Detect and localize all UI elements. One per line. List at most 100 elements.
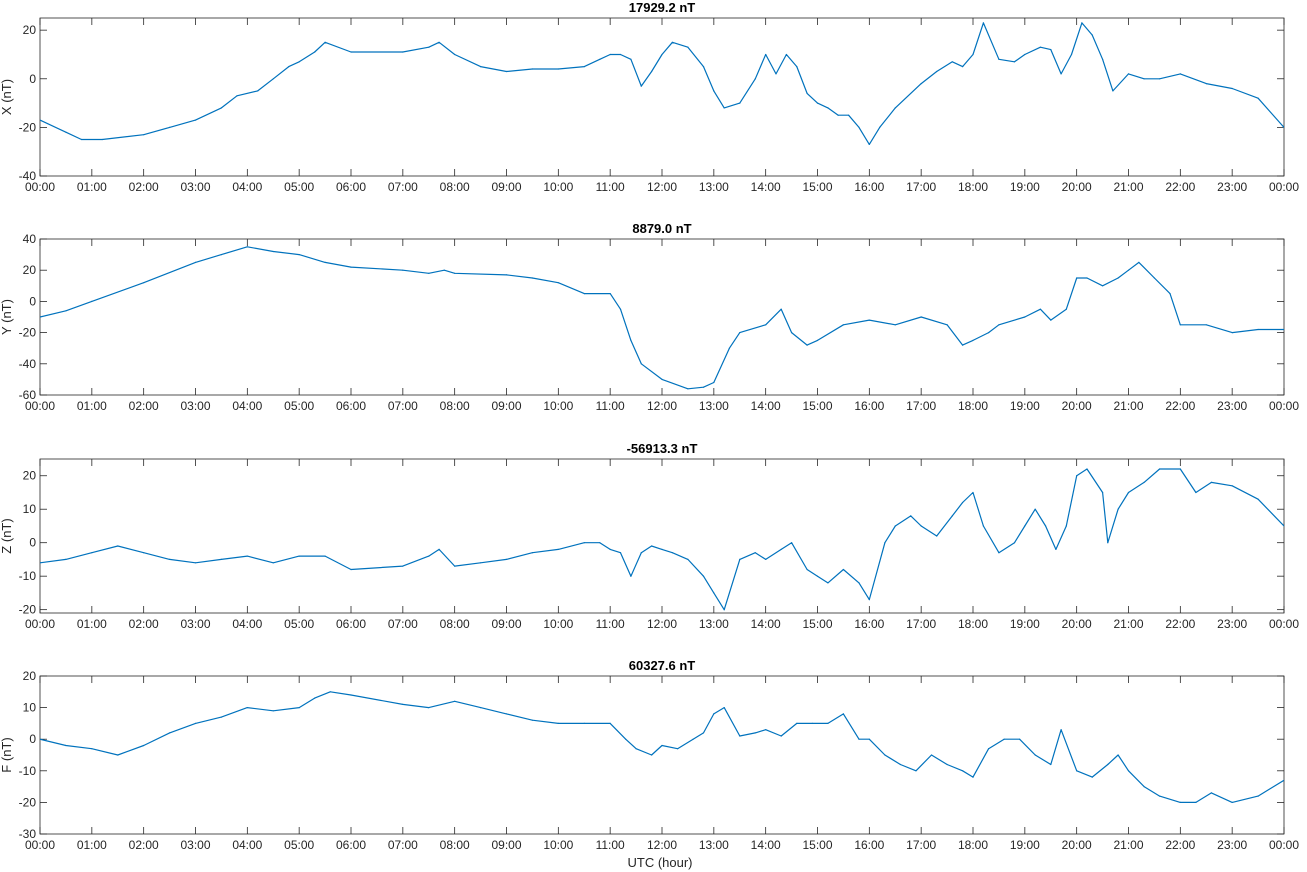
data-point xyxy=(505,274,508,276)
data-point xyxy=(982,22,985,24)
y-tick-label: 10 xyxy=(23,701,37,715)
data-point xyxy=(1112,90,1114,92)
data-point xyxy=(661,548,663,551)
x-tick-label: 21:00 xyxy=(1113,617,1143,631)
data-point xyxy=(1076,277,1078,279)
x-tick-label: 01:00 xyxy=(77,617,107,631)
data-point xyxy=(1138,261,1140,263)
data-point xyxy=(220,254,222,256)
x-tick-label: 15:00 xyxy=(802,180,832,194)
x-tick-label: 05:00 xyxy=(284,617,314,631)
data-point xyxy=(765,558,767,561)
data-point xyxy=(1065,308,1067,310)
data-point xyxy=(806,92,808,94)
data-point xyxy=(609,293,611,295)
data-point xyxy=(1179,324,1181,326)
x-tick-label: 04:00 xyxy=(232,399,262,413)
data-point xyxy=(661,53,663,56)
x-tick-label: 10:00 xyxy=(543,180,573,194)
y-axis-label: Y (nT) xyxy=(0,299,14,335)
data-point xyxy=(1050,49,1052,51)
x-tick-label: 14:00 xyxy=(751,180,781,194)
data-point xyxy=(687,46,689,48)
data-point xyxy=(1159,795,1161,797)
data-point xyxy=(677,748,679,750)
data-point xyxy=(806,568,808,571)
data-point xyxy=(1257,328,1259,331)
data-point xyxy=(246,707,248,709)
data-point xyxy=(920,83,922,85)
x-tick-label: 20:00 xyxy=(1062,617,1092,631)
data-point xyxy=(1024,525,1026,527)
data-point xyxy=(169,558,171,561)
data-point xyxy=(868,319,870,321)
data-point xyxy=(791,542,793,544)
y-axis-label: F (nT) xyxy=(0,737,14,772)
data-point xyxy=(454,272,456,274)
data-point xyxy=(962,66,964,68)
x-tick-label: 03:00 xyxy=(180,617,210,631)
data-point xyxy=(899,763,902,766)
data-point xyxy=(599,542,601,544)
data-point xyxy=(143,134,145,136)
data-point xyxy=(842,568,845,571)
data-point xyxy=(1283,328,1284,331)
plot-frame xyxy=(39,458,1285,614)
data-point xyxy=(1117,277,1119,279)
data-point xyxy=(972,491,974,494)
data-point xyxy=(713,381,715,384)
chart-title: -56913.3 nT xyxy=(627,441,698,456)
data-point xyxy=(1231,801,1233,804)
data-point xyxy=(962,501,964,504)
data-point xyxy=(1045,525,1047,527)
data-point xyxy=(1195,491,1197,494)
data-point xyxy=(1153,277,1155,279)
data-point xyxy=(1179,73,1181,75)
data-point xyxy=(1019,738,1021,740)
data-point xyxy=(65,131,67,133)
data-point xyxy=(65,744,67,747)
data-point xyxy=(671,41,674,43)
data-point xyxy=(858,582,860,584)
data-point xyxy=(816,339,819,341)
data-point xyxy=(936,70,938,73)
x-tick-label: 19:00 xyxy=(1010,838,1040,852)
data-point xyxy=(91,552,93,554)
x-tick-label: 14:00 xyxy=(751,399,781,413)
data-point xyxy=(1039,46,1041,48)
chart-title: 60327.6 nT xyxy=(629,658,696,673)
data-point xyxy=(220,558,222,561)
x-tick-label: 18:00 xyxy=(958,838,988,852)
data-point xyxy=(1065,525,1067,527)
data-point xyxy=(780,308,782,310)
data-point xyxy=(775,73,777,75)
data-point xyxy=(635,748,637,750)
y-tick-label: -40 xyxy=(19,357,37,371)
y-tick-label: 40 xyxy=(23,232,37,246)
data-point xyxy=(298,555,300,557)
data-point xyxy=(791,332,793,334)
plot-frame xyxy=(39,238,1285,396)
data-point xyxy=(1117,754,1119,756)
data-point xyxy=(640,552,642,554)
x-tick-label: 20:00 xyxy=(1062,180,1092,194)
data-point xyxy=(619,308,622,310)
x-tick-label: 03:00 xyxy=(180,180,210,194)
x-tick-label: 17:00 xyxy=(906,180,936,194)
data-point xyxy=(1143,786,1145,788)
data-point xyxy=(1179,468,1181,470)
data-point xyxy=(728,347,731,349)
data-point xyxy=(557,548,559,551)
data-point xyxy=(723,707,725,709)
data-point xyxy=(117,545,119,547)
x-tick-label: 19:00 xyxy=(1010,180,1040,194)
x-tick-label: 23:00 xyxy=(1217,399,1247,413)
data-point xyxy=(723,107,725,109)
data-point xyxy=(557,282,559,284)
data-point xyxy=(915,770,917,772)
data-point xyxy=(640,85,642,87)
data-point xyxy=(868,738,870,740)
x-tick-label: 19:00 xyxy=(1010,399,1040,413)
